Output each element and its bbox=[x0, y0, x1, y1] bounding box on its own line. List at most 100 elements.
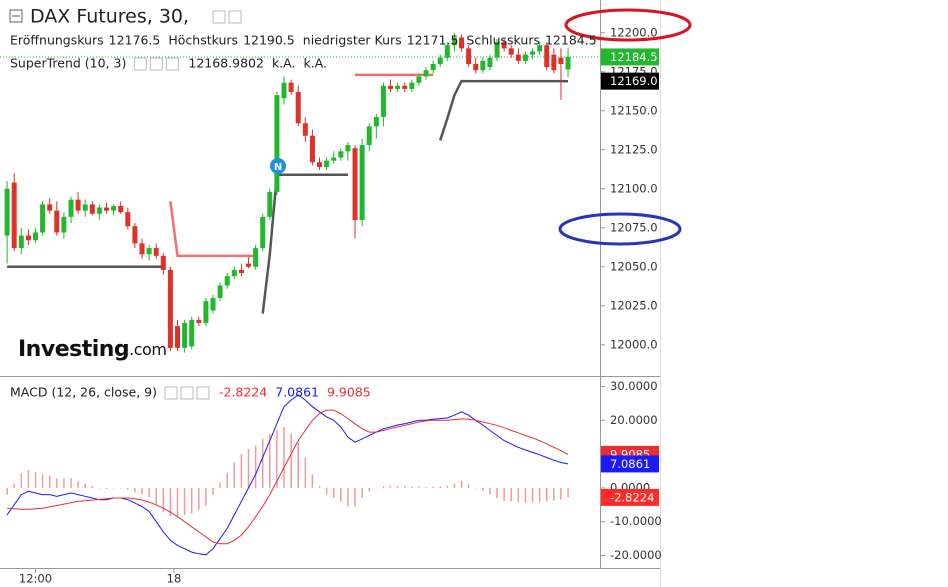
histogram-bar bbox=[453, 483, 456, 488]
candle-body bbox=[4, 188, 10, 236]
candle-body bbox=[146, 248, 152, 255]
candle-body bbox=[380, 85, 386, 118]
candle-body bbox=[118, 205, 124, 213]
histogram-bar bbox=[247, 449, 250, 488]
candle-body bbox=[25, 235, 31, 241]
histogram-bar bbox=[538, 487, 541, 503]
histogram-bar bbox=[226, 472, 228, 488]
candle-body bbox=[210, 297, 216, 311]
candle-body bbox=[366, 126, 372, 146]
indicator-value: 9.9085 bbox=[327, 385, 371, 400]
legend-icon[interactable] bbox=[164, 386, 178, 400]
candle-body bbox=[253, 248, 259, 267]
legend-icon[interactable] bbox=[212, 10, 226, 24]
legend-icon[interactable] bbox=[196, 386, 210, 400]
right-axis: 12000.0 12025.0 12050.0 12075.0 12100.0 12125… bbox=[600, 25, 662, 562]
y-tick-label: 12100.0 bbox=[610, 181, 658, 195]
candle-body bbox=[260, 216, 266, 249]
ohlc-value: 12176.5 bbox=[109, 33, 161, 48]
watermark-domain: .com bbox=[129, 340, 166, 359]
histogram-bar bbox=[545, 487, 548, 502]
candle-body bbox=[75, 199, 81, 211]
legend-icon[interactable] bbox=[165, 57, 179, 71]
histogram-bar bbox=[517, 487, 520, 503]
histogram-bar bbox=[269, 433, 271, 488]
histogram-bar bbox=[297, 442, 299, 488]
legend-icon[interactable] bbox=[149, 57, 163, 71]
ohlc-value: 12171.5 bbox=[407, 33, 459, 48]
histogram-bar bbox=[98, 487, 101, 489]
candle-body bbox=[224, 276, 230, 286]
candle-body bbox=[11, 182, 17, 249]
candle-body bbox=[459, 37, 465, 49]
histogram-bar bbox=[304, 457, 307, 488]
news-marker[interactable] bbox=[270, 158, 286, 174]
candle-body bbox=[33, 232, 39, 241]
histogram-bar bbox=[127, 487, 129, 490]
candle-body bbox=[18, 235, 24, 249]
indicator-extra: k.A. bbox=[272, 56, 296, 71]
candle-body bbox=[522, 54, 528, 61]
price-marker-label: 7.0861 bbox=[610, 457, 650, 471]
histogram-bar bbox=[425, 487, 427, 488]
y-tick-label: 12050.0 bbox=[610, 259, 658, 273]
candle-body bbox=[153, 248, 159, 256]
candle-body bbox=[565, 56, 571, 70]
histogram-bar bbox=[27, 469, 30, 488]
y-tick-label: -20.0000 bbox=[610, 548, 662, 562]
histogram-bar bbox=[198, 487, 200, 510]
legend-icon[interactable] bbox=[133, 57, 147, 71]
histogram-bar bbox=[34, 471, 37, 488]
y-tick-label: 12000.0 bbox=[610, 337, 658, 351]
candle-body bbox=[444, 45, 450, 58]
histogram-bar bbox=[13, 483, 15, 488]
candle-body bbox=[466, 48, 472, 64]
candle-body bbox=[281, 82, 287, 99]
histogram-bar bbox=[510, 487, 512, 502]
histogram-bar bbox=[212, 487, 214, 495]
candle-body bbox=[537, 45, 543, 52]
candle-body bbox=[388, 85, 394, 89]
candle-body bbox=[246, 263, 252, 267]
histogram-bar bbox=[531, 487, 534, 503]
histogram-bar bbox=[361, 487, 363, 499]
ohlc-label: Schlusskurs bbox=[466, 33, 540, 48]
histogram-bar bbox=[134, 487, 136, 493]
candle-body bbox=[530, 51, 536, 55]
ohlc-value: 12190.5 bbox=[243, 33, 295, 48]
candle-body bbox=[501, 42, 507, 49]
candle-body bbox=[54, 210, 60, 233]
x-tick-label: 12:00 bbox=[19, 572, 52, 586]
candle-body bbox=[217, 285, 223, 298]
watermark-brand: Investing bbox=[18, 337, 129, 362]
histogram-bar bbox=[560, 487, 562, 500]
histogram-bar bbox=[396, 485, 399, 488]
candle-body bbox=[508, 48, 514, 55]
histogram-bar bbox=[411, 486, 413, 488]
histogram-bar bbox=[91, 485, 94, 488]
candle-body bbox=[61, 216, 67, 233]
candle-body bbox=[40, 204, 46, 233]
histogram-bar bbox=[318, 486, 321, 488]
legend-icon[interactable] bbox=[180, 386, 194, 400]
candle-body bbox=[317, 162, 323, 167]
candle-body bbox=[295, 92, 301, 124]
candle-body bbox=[132, 226, 138, 244]
histogram-bar bbox=[205, 487, 207, 506]
price-marker bbox=[601, 488, 659, 506]
legend-icon[interactable] bbox=[228, 10, 242, 24]
histogram-bar bbox=[524, 487, 527, 503]
y-tick-label: 12075.0 bbox=[610, 220, 658, 234]
chart-title: DAX Futures, 30, bbox=[30, 6, 189, 28]
histogram-bar bbox=[169, 487, 172, 516]
price-marker-label: 12169.0 bbox=[610, 74, 658, 88]
histogram-bar bbox=[354, 487, 356, 507]
histogram-bar bbox=[84, 483, 86, 488]
candle-body bbox=[352, 148, 358, 220]
histogram-bar bbox=[70, 478, 72, 488]
histogram-bar bbox=[446, 485, 449, 488]
collapse-icon[interactable] bbox=[9, 9, 23, 23]
histogram-bar bbox=[261, 438, 264, 488]
histogram-bar bbox=[340, 487, 342, 502]
